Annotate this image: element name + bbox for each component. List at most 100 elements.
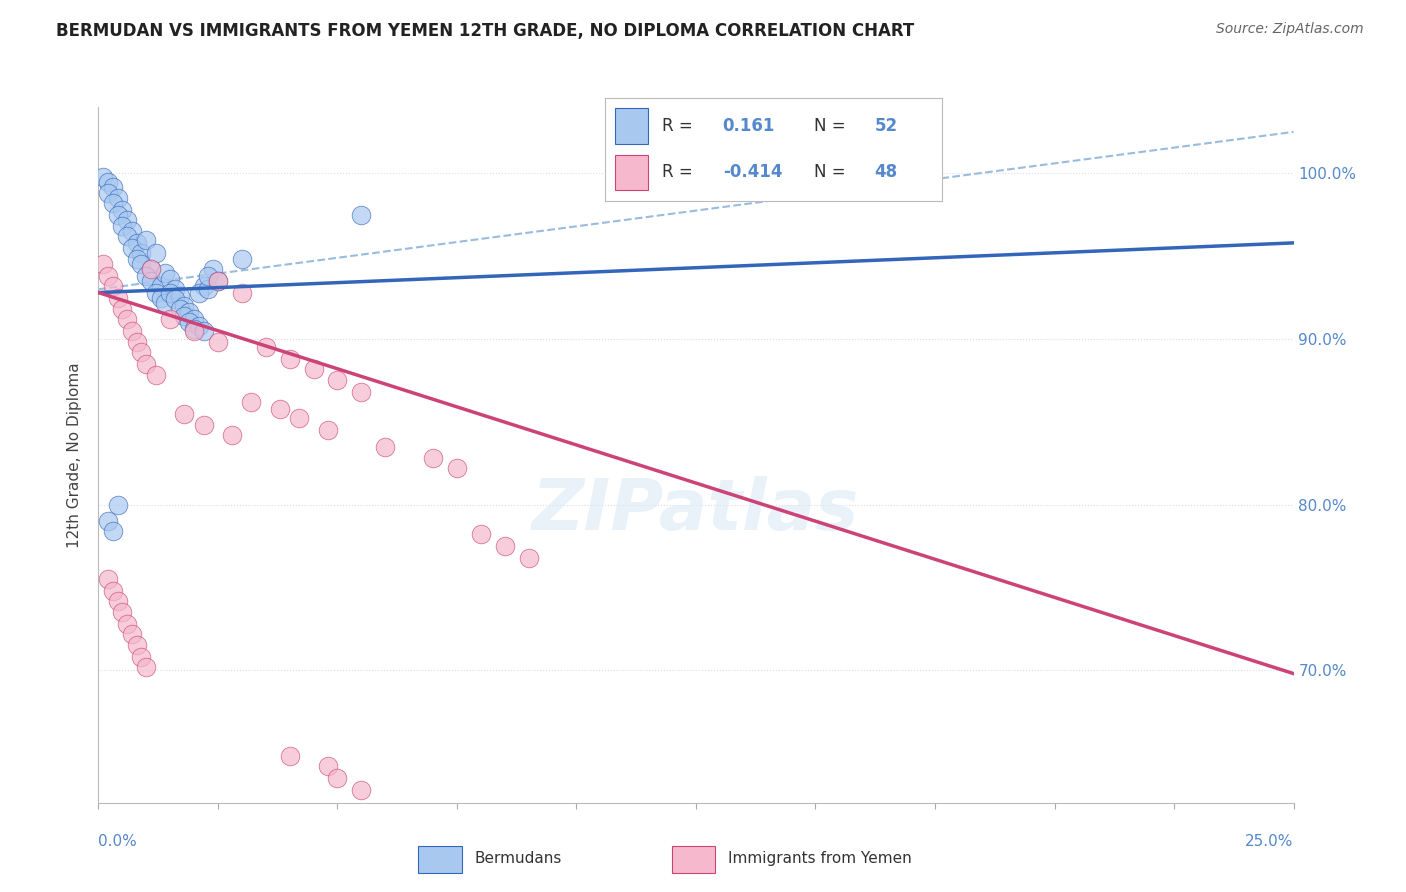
Point: [240, 395, 263, 409]
Text: 0.161: 0.161: [723, 117, 775, 135]
Point: [145, 285, 167, 300]
Point: [155, 295, 177, 310]
Point: [125, 235, 148, 250]
Point: [91, 257, 114, 271]
Point: [326, 373, 349, 387]
Point: [193, 324, 215, 338]
Point: [121, 241, 143, 255]
Point: [97, 175, 120, 189]
Point: [121, 224, 143, 238]
Point: [316, 423, 339, 437]
Point: [101, 179, 124, 194]
Point: [97, 514, 120, 528]
Point: [173, 309, 195, 323]
Text: R =: R =: [662, 117, 693, 135]
Point: [101, 196, 124, 211]
Point: [183, 322, 205, 336]
Point: [139, 262, 162, 277]
Point: [193, 418, 215, 433]
Text: 52: 52: [875, 117, 897, 135]
Point: [125, 639, 148, 653]
Point: [125, 252, 148, 267]
Point: [179, 305, 201, 319]
Bar: [672, 847, 716, 873]
Point: [163, 282, 186, 296]
Text: 48: 48: [875, 163, 897, 181]
Text: -0.414: -0.414: [723, 163, 782, 181]
Point: [187, 285, 209, 300]
Point: [202, 262, 225, 277]
Point: [422, 451, 444, 466]
Point: [131, 257, 153, 271]
Point: [470, 527, 492, 541]
Point: [173, 299, 195, 313]
Point: [163, 292, 186, 306]
Point: [288, 411, 311, 425]
Point: [350, 208, 373, 222]
Point: [101, 524, 124, 538]
Point: [179, 315, 201, 329]
Point: [159, 285, 181, 300]
Text: Bermudans: Bermudans: [474, 851, 561, 866]
Point: [159, 272, 181, 286]
Point: [131, 345, 153, 359]
Point: [350, 782, 373, 797]
Point: [517, 550, 540, 565]
Point: [107, 593, 129, 607]
Text: Immigrants from Yemen: Immigrants from Yemen: [728, 851, 911, 866]
Point: [183, 312, 205, 326]
Point: [207, 335, 229, 350]
Point: [197, 268, 219, 283]
Point: [159, 312, 181, 326]
Point: [115, 229, 138, 244]
Point: [169, 289, 191, 303]
Point: [121, 324, 143, 338]
Point: [231, 285, 253, 300]
Point: [374, 440, 396, 454]
Point: [326, 771, 349, 785]
Point: [197, 282, 219, 296]
Text: R =: R =: [662, 163, 693, 181]
Point: [207, 274, 229, 288]
Point: [278, 351, 301, 366]
Point: [193, 279, 215, 293]
Point: [107, 191, 129, 205]
Point: [231, 252, 253, 267]
Point: [139, 262, 162, 277]
Text: N =: N =: [814, 163, 845, 181]
Point: [121, 627, 143, 641]
Point: [135, 660, 157, 674]
Point: [446, 461, 468, 475]
Point: [254, 340, 277, 354]
Text: ZIPatlas: ZIPatlas: [533, 476, 859, 545]
Point: [269, 401, 291, 416]
Point: [111, 302, 134, 317]
Point: [155, 266, 177, 280]
Point: [107, 291, 129, 305]
Text: 0.0%: 0.0%: [98, 834, 138, 849]
Point: [149, 279, 172, 293]
Point: [145, 245, 167, 260]
Point: [135, 268, 157, 283]
Point: [91, 169, 114, 184]
Point: [101, 279, 124, 293]
Point: [97, 186, 120, 201]
Point: [131, 650, 153, 665]
Text: BERMUDAN VS IMMIGRANTS FROM YEMEN 12TH GRADE, NO DIPLOMA CORRELATION CHART: BERMUDAN VS IMMIGRANTS FROM YEMEN 12TH G…: [56, 22, 914, 40]
Point: [107, 208, 129, 222]
Point: [135, 233, 157, 247]
Point: [107, 498, 129, 512]
Text: Source: ZipAtlas.com: Source: ZipAtlas.com: [1216, 22, 1364, 37]
Point: [111, 219, 134, 234]
Point: [187, 318, 209, 333]
Point: [97, 572, 120, 586]
Point: [139, 274, 162, 288]
Point: [494, 539, 516, 553]
Bar: [614, 108, 648, 145]
Text: N =: N =: [814, 117, 845, 135]
Point: [135, 357, 157, 371]
Point: [131, 245, 153, 260]
Bar: [419, 847, 461, 873]
Point: [145, 368, 167, 383]
Point: [302, 361, 325, 376]
